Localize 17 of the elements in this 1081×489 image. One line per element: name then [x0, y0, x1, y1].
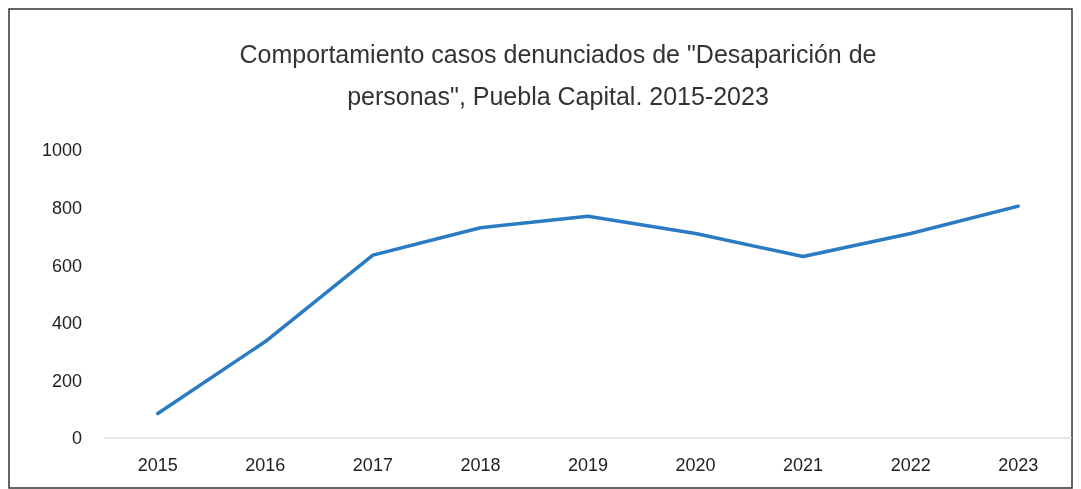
y-tick-label: 1000 — [41, 140, 82, 161]
y-tick-label: 800 — [51, 197, 82, 218]
line-series — [156, 204, 1020, 416]
x-tick-label: 2023 — [998, 455, 1039, 475]
y-tick-label: 0 — [71, 428, 82, 449]
x-tick-label: 2018 — [460, 455, 501, 475]
x-tick-label: 2021 — [783, 455, 824, 475]
chart-title: Comportamiento casos denunciados de "Desaparición de personas", Puebla Capital. 2015-2023 — [239, 40, 877, 110]
y-tick-label: 200 — [51, 370, 82, 391]
y-tick-label: 400 — [51, 313, 82, 334]
x-tick-label: 2015 — [137, 455, 178, 475]
x-tick-label: 2022 — [890, 455, 931, 475]
x-tick-label: 2016 — [245, 455, 286, 475]
x-tick-label: 2020 — [675, 455, 716, 475]
x-tick-label: 2017 — [352, 455, 393, 475]
x-tick-label: 2019 — [567, 455, 609, 475]
y-tick-label: 600 — [51, 255, 82, 276]
